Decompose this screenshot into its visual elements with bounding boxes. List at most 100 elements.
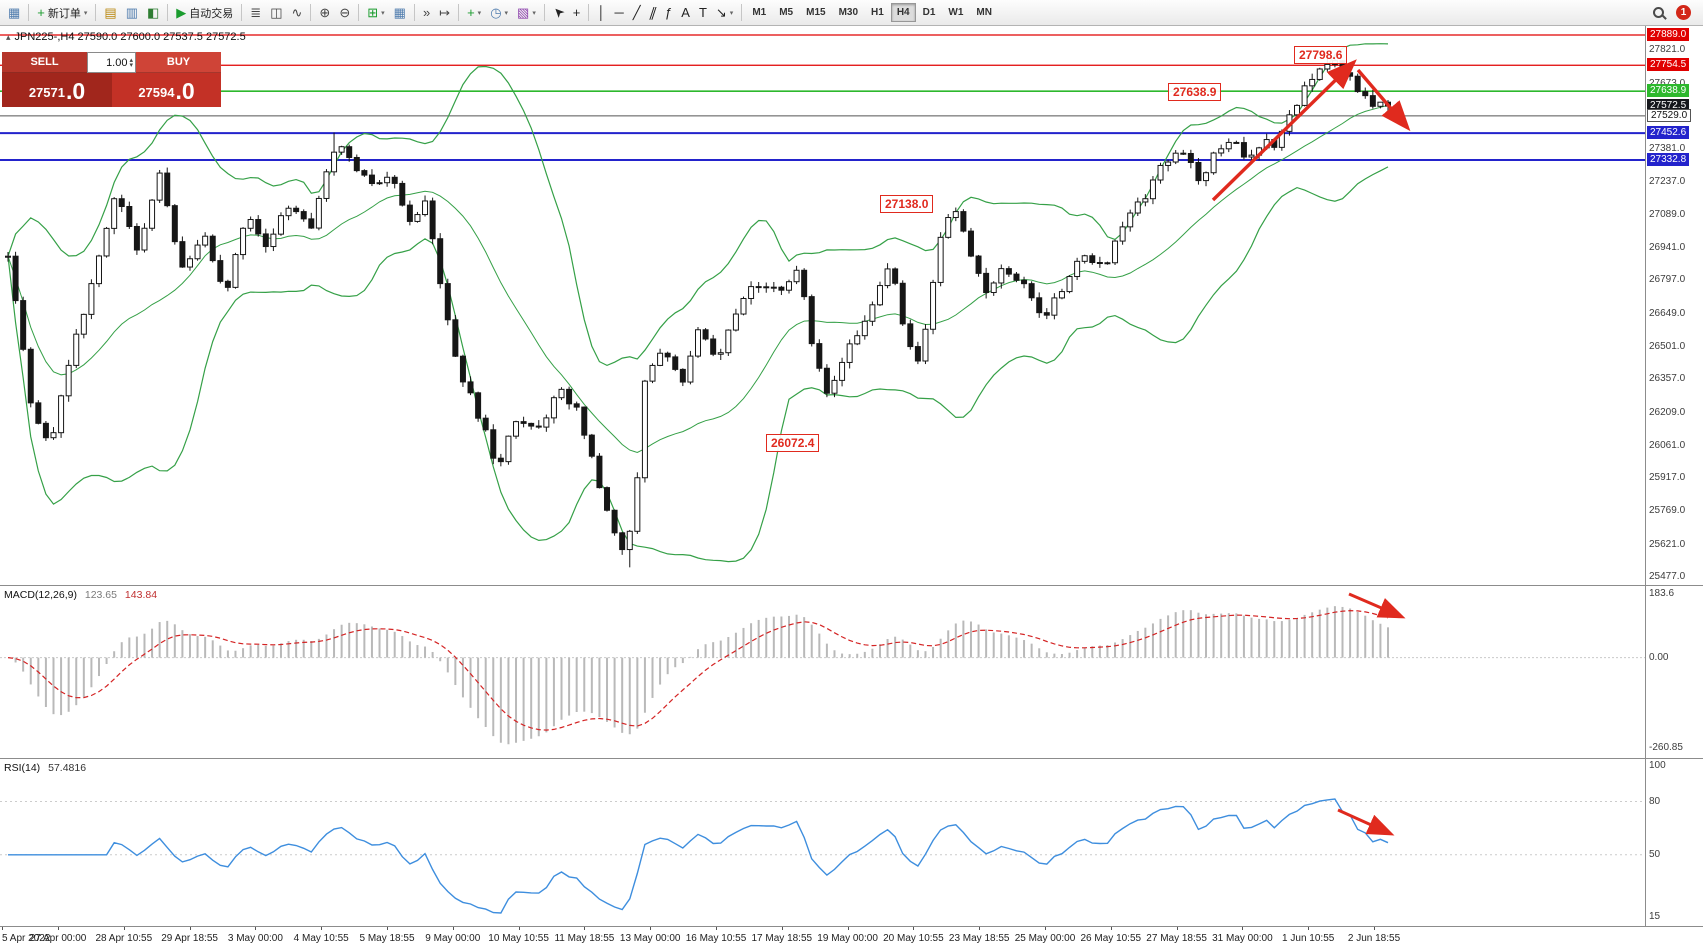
price-chart-canvas[interactable]	[0, 26, 1645, 585]
tf-m5[interactable]: M5	[773, 3, 799, 22]
time-label: 27 Apr 00:00	[29, 933, 87, 944]
indicators-icon[interactable]: + ▾	[463, 3, 485, 23]
new-chart-icon[interactable]: ⊞ ▾	[363, 3, 388, 23]
sell-label[interactable]: SELL	[2, 52, 87, 73]
price-tick: 26941.0	[1649, 242, 1686, 254]
data-window-icon[interactable]: ▥	[122, 3, 142, 23]
price-tick: 26209.0	[1649, 406, 1686, 418]
chevron-down-icon: ▾	[729, 9, 734, 17]
time-tick	[584, 927, 586, 930]
macd-signal-line	[7, 609, 1389, 731]
rsi-label: RSI(14) 57.4816	[4, 762, 86, 774]
tf-h1[interactable]: H1	[865, 3, 890, 22]
navigator-icon[interactable]: ◧	[143, 3, 163, 23]
time-tick	[716, 927, 717, 930]
rsi-scale-value: 80	[1649, 795, 1661, 807]
fibonacci-icon[interactable]: ƒ	[661, 3, 676, 23]
price-tag-red: 27754.5	[1647, 58, 1690, 72]
cursor-icon[interactable]: ➤	[549, 3, 568, 23]
search-icon[interactable]	[1653, 7, 1664, 18]
toolbar-separator	[741, 4, 743, 21]
time-label: 20 May 10:55	[883, 933, 944, 944]
templates-icon[interactable]: ▧ ▾	[513, 3, 540, 23]
pane-divider-macd[interactable]	[0, 585, 1703, 586]
time-tick	[1176, 927, 1178, 930]
tile-windows-icon[interactable]: ▦	[390, 3, 410, 23]
chart-shift-icon[interactable]: ↦	[435, 3, 454, 23]
arrows-icon[interactable]: ↘ ▾	[712, 3, 737, 23]
window-icon[interactable]: ▦	[4, 3, 24, 23]
market-watch-icon[interactable]: ▤	[100, 3, 120, 23]
volume-stepper: ▴ ▾	[129, 56, 133, 69]
volume-down-button[interactable]: ▾	[129, 61, 133, 69]
bar-chart-icon[interactable]: ≣	[246, 3, 265, 23]
channel-icon[interactable]: ∥	[646, 3, 661, 23]
time-tick	[255, 927, 257, 930]
zoom-out-icon: ⊖	[339, 5, 351, 20]
macd-panel-canvas[interactable]	[0, 586, 1645, 758]
toolbar-separator	[543, 4, 545, 21]
tf-m30[interactable]: M30	[833, 3, 864, 22]
line-chart-icon: ∿	[291, 5, 303, 20]
line-chart-icon[interactable]: ∿	[288, 3, 307, 23]
time-tick	[781, 927, 783, 930]
price-axis[interactable]: 27821.0 27673.0 27381.0 27237.0 27089.0 26941…	[1646, 26, 1703, 926]
time-label: 31 May 00:00	[1212, 933, 1273, 944]
trend-arrow	[1348, 592, 1406, 619]
rsi-panel-canvas[interactable]	[0, 759, 1645, 926]
trend-arrow	[1211, 59, 1357, 202]
new-order-button[interactable]: + 新订单 ▾	[33, 3, 91, 23]
time-tick	[979, 927, 981, 930]
toolbar-separator	[358, 4, 360, 21]
time-axis[interactable]: 5 Apr 2022 27 Apr 00:00 28 Apr 10:55 29 Apr…	[0, 927, 1703, 948]
toolbar-separator	[413, 4, 415, 21]
time-tick	[452, 927, 454, 930]
tf-w1[interactable]: W1	[942, 3, 969, 22]
pane-divider-rsi[interactable]	[0, 758, 1703, 759]
price-tick: 27821.0	[1649, 44, 1686, 56]
autotrading-button[interactable]: ▶ 自动交易	[172, 3, 237, 23]
price-tick: 26501.0	[1649, 340, 1686, 352]
label-icon[interactable]: T	[695, 3, 711, 23]
zoom-out-icon[interactable]: ⊖	[335, 3, 354, 23]
trendline-icon[interactable]: ╱	[629, 3, 645, 23]
price-tick: 27673.0	[1649, 77, 1686, 89]
volume-up-button[interactable]: ▴	[129, 56, 133, 64]
trendline-icon: ╱	[632, 5, 641, 20]
text-icon: A	[681, 5, 690, 20]
tf-d1[interactable]: D1	[917, 3, 942, 22]
zoom-in-icon[interactable]: ⊕	[315, 3, 334, 23]
tf-mn[interactable]: MN	[970, 3, 998, 22]
time-tick	[913, 927, 915, 930]
toolbar-separator	[241, 4, 243, 21]
rsi-scale-value: 100	[1649, 760, 1666, 771]
time-label: 19 May 00:00	[817, 933, 878, 944]
navigator-icon: ◧	[147, 5, 160, 20]
time-label: 10 May 10:55	[488, 933, 549, 944]
price-tick: 27237.0	[1649, 175, 1686, 187]
chart-shift-icon: ↦	[439, 5, 451, 20]
crosshair-icon[interactable]: +	[569, 3, 585, 23]
periods-icon[interactable]: ◷ ▾	[486, 3, 512, 23]
periods-icon: ◷	[490, 5, 502, 20]
vertical-line-icon[interactable]: │	[593, 3, 609, 23]
tf-m1[interactable]: M1	[746, 3, 772, 22]
text-icon[interactable]: A	[677, 3, 694, 23]
time-tick	[321, 927, 323, 930]
market-watch-icon: ▤	[104, 5, 117, 20]
plus-icon: +	[37, 5, 45, 20]
horizontal-line-icon[interactable]: ─	[610, 3, 627, 23]
candlestick-icon[interactable]: ◫	[266, 3, 286, 23]
volume-input[interactable]: 1.00 ▴ ▾	[87, 52, 136, 73]
tf-m15[interactable]: M15	[800, 3, 831, 22]
auto-scroll-icon[interactable]: »	[419, 3, 434, 23]
price-tick: 26797.0	[1649, 274, 1686, 286]
notification-badge[interactable]: 1	[1676, 5, 1691, 20]
tf-h4[interactable]: H4	[890, 3, 916, 22]
buy-label[interactable]: BUY	[136, 52, 221, 73]
price-tag-green: 27638.9	[1647, 84, 1690, 98]
templates-icon: ▧	[517, 5, 530, 20]
price-tick: 25621.0	[1649, 538, 1686, 550]
play-icon: ▶	[176, 5, 187, 20]
price-tag-current: 27572.5	[1647, 99, 1690, 113]
